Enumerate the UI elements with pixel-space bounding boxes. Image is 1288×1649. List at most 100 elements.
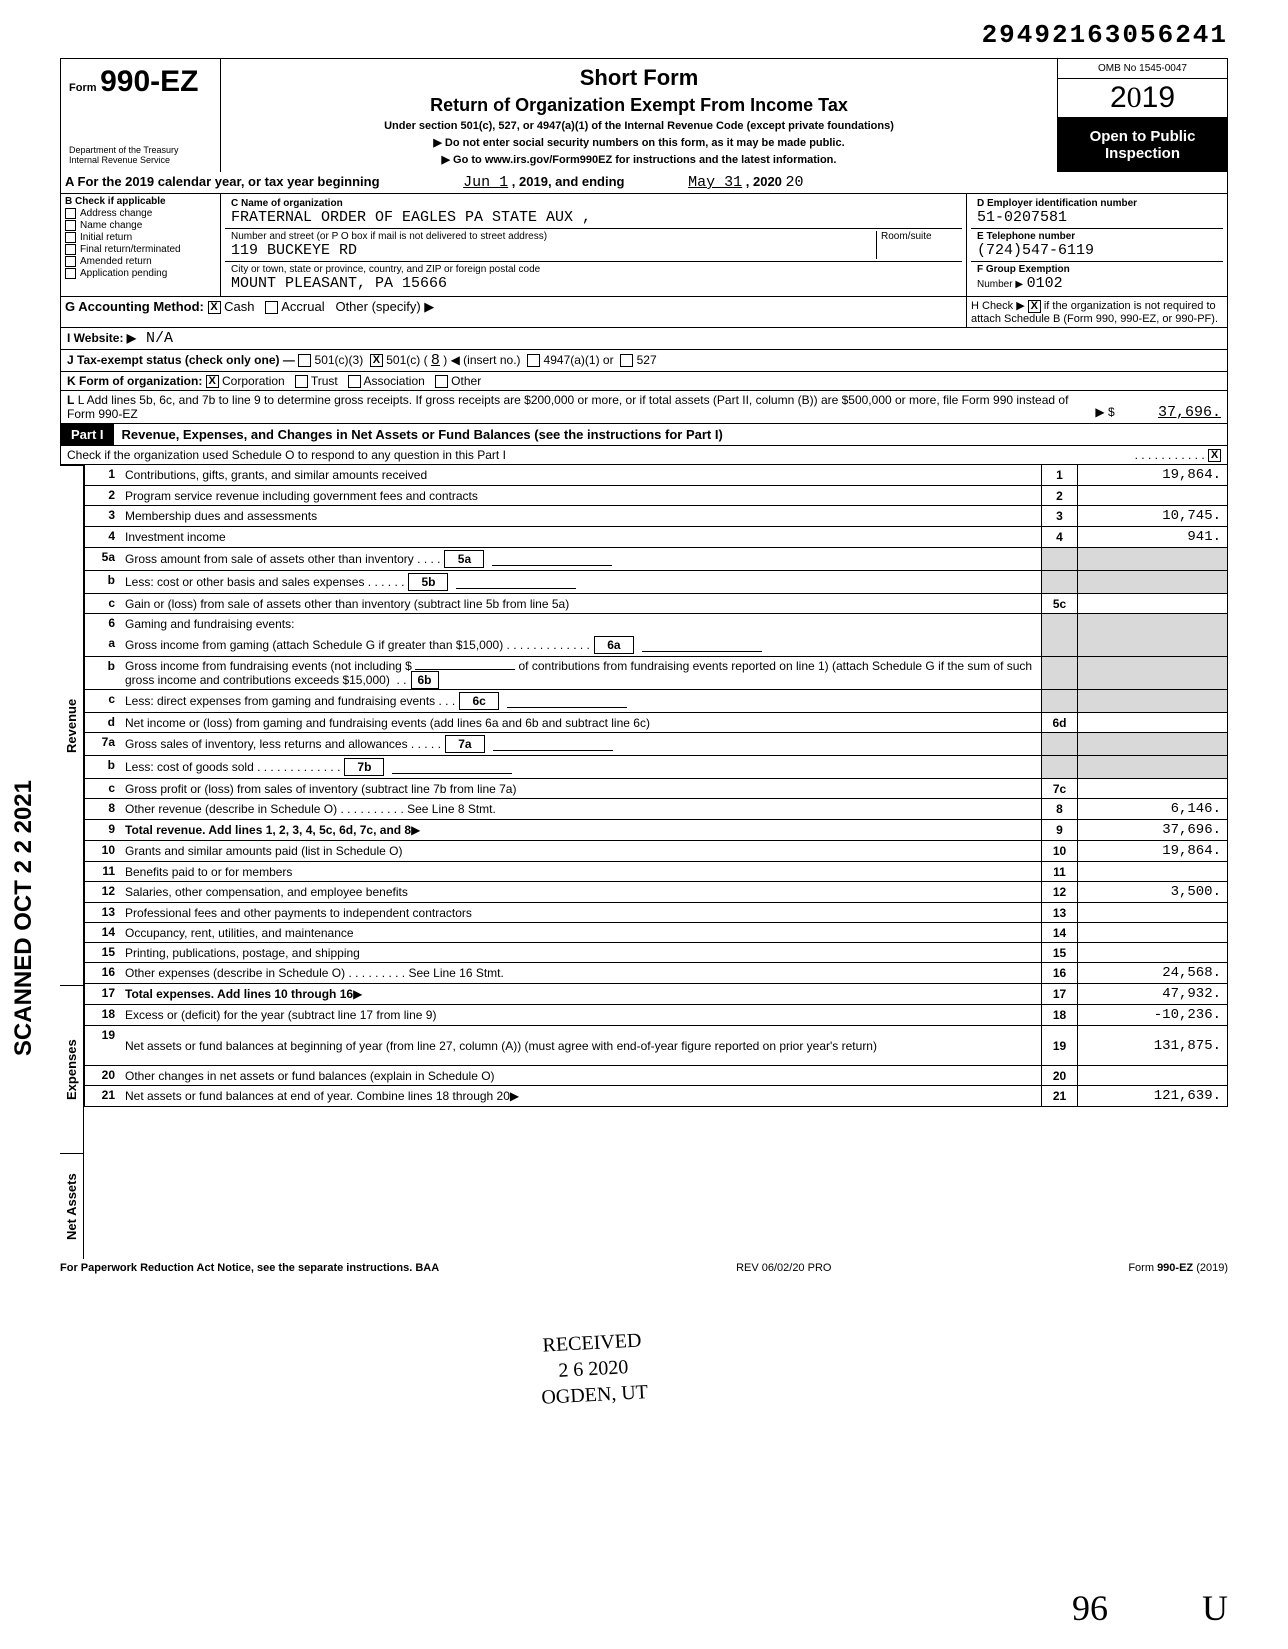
scanned-stamp: SCANNED OCT 2 2 2021 <box>10 780 38 1056</box>
return-title: Return of Organization Exempt From Incom… <box>229 95 1049 116</box>
part-i-header: Part I Revenue, Expenses, and Changes in… <box>60 424 1228 446</box>
line-6a: a Gross income from gaming (attach Sched… <box>84 634 1228 657</box>
line-num: c <box>85 779 121 798</box>
line-num: 2 <box>85 486 121 505</box>
section-h: H Check ▶ X if the organization is not r… <box>967 297 1227 327</box>
line-num: 3 <box>85 506 121 526</box>
checkbox-501c3[interactable] <box>298 354 311 367</box>
check-initial-return[interactable]: Initial return <box>65 232 216 243</box>
sidebar-expenses: Expenses <box>60 985 84 1153</box>
checkbox-4947[interactable] <box>527 354 540 367</box>
inline-val <box>507 694 627 708</box>
line-desc: Occupancy, rent, utilities, and maintena… <box>125 926 354 940</box>
check-label: Amended return <box>80 256 152 267</box>
checkbox-trust[interactable] <box>295 375 308 388</box>
num-col: 13 <box>1041 903 1077 922</box>
num-col <box>1041 756 1077 778</box>
line-desc: Less: cost of goods sold <box>125 760 254 774</box>
footer-left: For Paperwork Reduction Act Notice, see … <box>60 1262 439 1274</box>
k-o4: Other <box>451 374 481 388</box>
check-final-return[interactable]: Final return/terminated <box>65 244 216 255</box>
checkbox-association[interactable] <box>348 375 361 388</box>
num-col <box>1041 548 1077 570</box>
line-num: a <box>85 634 121 656</box>
line-desc: Less: cost or other basis and sales expe… <box>125 575 364 589</box>
line-5c: c Gain or (loss) from sale of assets oth… <box>84 594 1228 614</box>
org-name: FRATERNAL ORDER OF EAGLES PA STATE AUX , <box>231 209 956 226</box>
val-col <box>1077 594 1227 613</box>
checkbox-schedule-o[interactable]: X <box>1208 449 1221 462</box>
num-col: 15 <box>1041 943 1077 962</box>
line-desc: Gross sales of inventory, less returns a… <box>125 737 408 751</box>
group-num-label: Number ▶ <box>977 279 1023 290</box>
check-application-pending[interactable]: Application pending <box>65 268 216 279</box>
line-20: 20 Other changes in net assets or fund b… <box>84 1066 1228 1086</box>
line-a-end-year: , 2020 <box>746 174 782 189</box>
line-desc: Program service revenue including govern… <box>125 489 478 503</box>
row-g-h: G Accounting Method: X Cash Accrual Othe… <box>60 297 1228 328</box>
section-b-title: B Check if applicable <box>65 196 216 207</box>
k-o3: Association <box>363 374 424 388</box>
line-desc: Membership dues and assessments <box>125 509 317 523</box>
section-i-label: I Website: ▶ <box>67 331 136 345</box>
checkbox-corporation[interactable]: X <box>206 375 219 388</box>
section-j-label: J Tax-exempt status (check only one) — <box>67 353 295 367</box>
check-address-change[interactable]: Address change <box>65 208 216 219</box>
line-desc: Gross income from gaming (attach Schedul… <box>125 638 503 652</box>
phone-value: (724)547-6119 <box>977 242 1217 259</box>
check-amended[interactable]: Amended return <box>65 256 216 267</box>
line-num: 12 <box>85 882 121 902</box>
num-col <box>1041 614 1077 634</box>
line-num: b <box>85 756 121 778</box>
line-15: 15 Printing, publications, postage, and … <box>84 943 1228 963</box>
checkbox-527[interactable] <box>620 354 633 367</box>
line-5b: b Less: cost or other basis and sales ex… <box>84 571 1228 594</box>
line-desc: Gain or (loss) from sale of assets other… <box>125 597 569 611</box>
line-desc: Gross profit or (loss) from sales of inv… <box>125 782 516 796</box>
form-header: Form 990-EZ Department of the Treasury I… <box>60 58 1228 172</box>
num-col <box>1041 733 1077 755</box>
line-4: 4 Investment income 4 941. <box>84 527 1228 548</box>
other-label: Other (specify) ▶ <box>335 299 434 314</box>
val-col <box>1077 614 1227 634</box>
line-desc: Gaming and fundraising events: <box>125 617 294 631</box>
j-o3: 4947(a)(1) or <box>544 353 614 367</box>
val-col <box>1077 486 1227 505</box>
checkbox-501c[interactable]: X <box>370 354 383 367</box>
part-i-title: Revenue, Expenses, and Changes in Net As… <box>114 424 1227 445</box>
dept-irs: Internal Revenue Service <box>69 156 212 166</box>
line-desc: Salaries, other compensation, and employ… <box>125 885 408 899</box>
row-k-form-org: K Form of organization: X Corporation Tr… <box>60 372 1228 391</box>
line-desc: Benefits paid to or for members <box>125 865 292 879</box>
checkbox-accrual[interactable] <box>265 301 278 314</box>
line-desc-1: Gross income from fundraising events (no… <box>125 659 412 673</box>
row-j-tax-status: J Tax-exempt status (check only one) — 5… <box>60 350 1228 372</box>
addr-label: Number and street (or P O box if mail is… <box>231 231 876 242</box>
line-2: 2 Program service revenue including gove… <box>84 486 1228 506</box>
checkbox-schedule-b[interactable]: X <box>1028 300 1041 313</box>
cash-label: Cash <box>224 299 254 314</box>
check-name-change[interactable]: Name change <box>65 220 216 231</box>
val-col <box>1077 923 1227 942</box>
part-i-label: Part I <box>61 424 114 445</box>
open-line2: Inspection <box>1060 145 1225 162</box>
num-col: 20 <box>1041 1066 1077 1085</box>
line-num: b <box>85 657 121 689</box>
val-col: 47,932. <box>1077 984 1227 1004</box>
identity-block: B Check if applicable Address change Nam… <box>60 194 1228 297</box>
val-col <box>1077 862 1227 881</box>
line-num: 15 <box>85 943 121 962</box>
line-desc: Net income or (loss) from gaming and fun… <box>125 716 650 730</box>
line-6: 6 Gaming and fundraising events: <box>84 614 1228 634</box>
val-col <box>1077 903 1227 922</box>
page-footer: For Paperwork Reduction Act Notice, see … <box>60 1259 1228 1277</box>
checkbox-cash[interactable]: X <box>208 301 221 314</box>
line-7b: b Less: cost of goods sold . . . . . . .… <box>84 756 1228 779</box>
room-suite-label: Room/suite <box>876 231 956 259</box>
line-1: 1 Contributions, gifts, grants, and simi… <box>84 465 1228 486</box>
sidebar-revenue: Revenue <box>60 465 84 985</box>
check-label: Address change <box>80 208 152 219</box>
line-desc: Less: direct expenses from gaming and fu… <box>125 694 435 708</box>
line-num: 19 <box>85 1026 121 1065</box>
checkbox-other[interactable] <box>435 375 448 388</box>
